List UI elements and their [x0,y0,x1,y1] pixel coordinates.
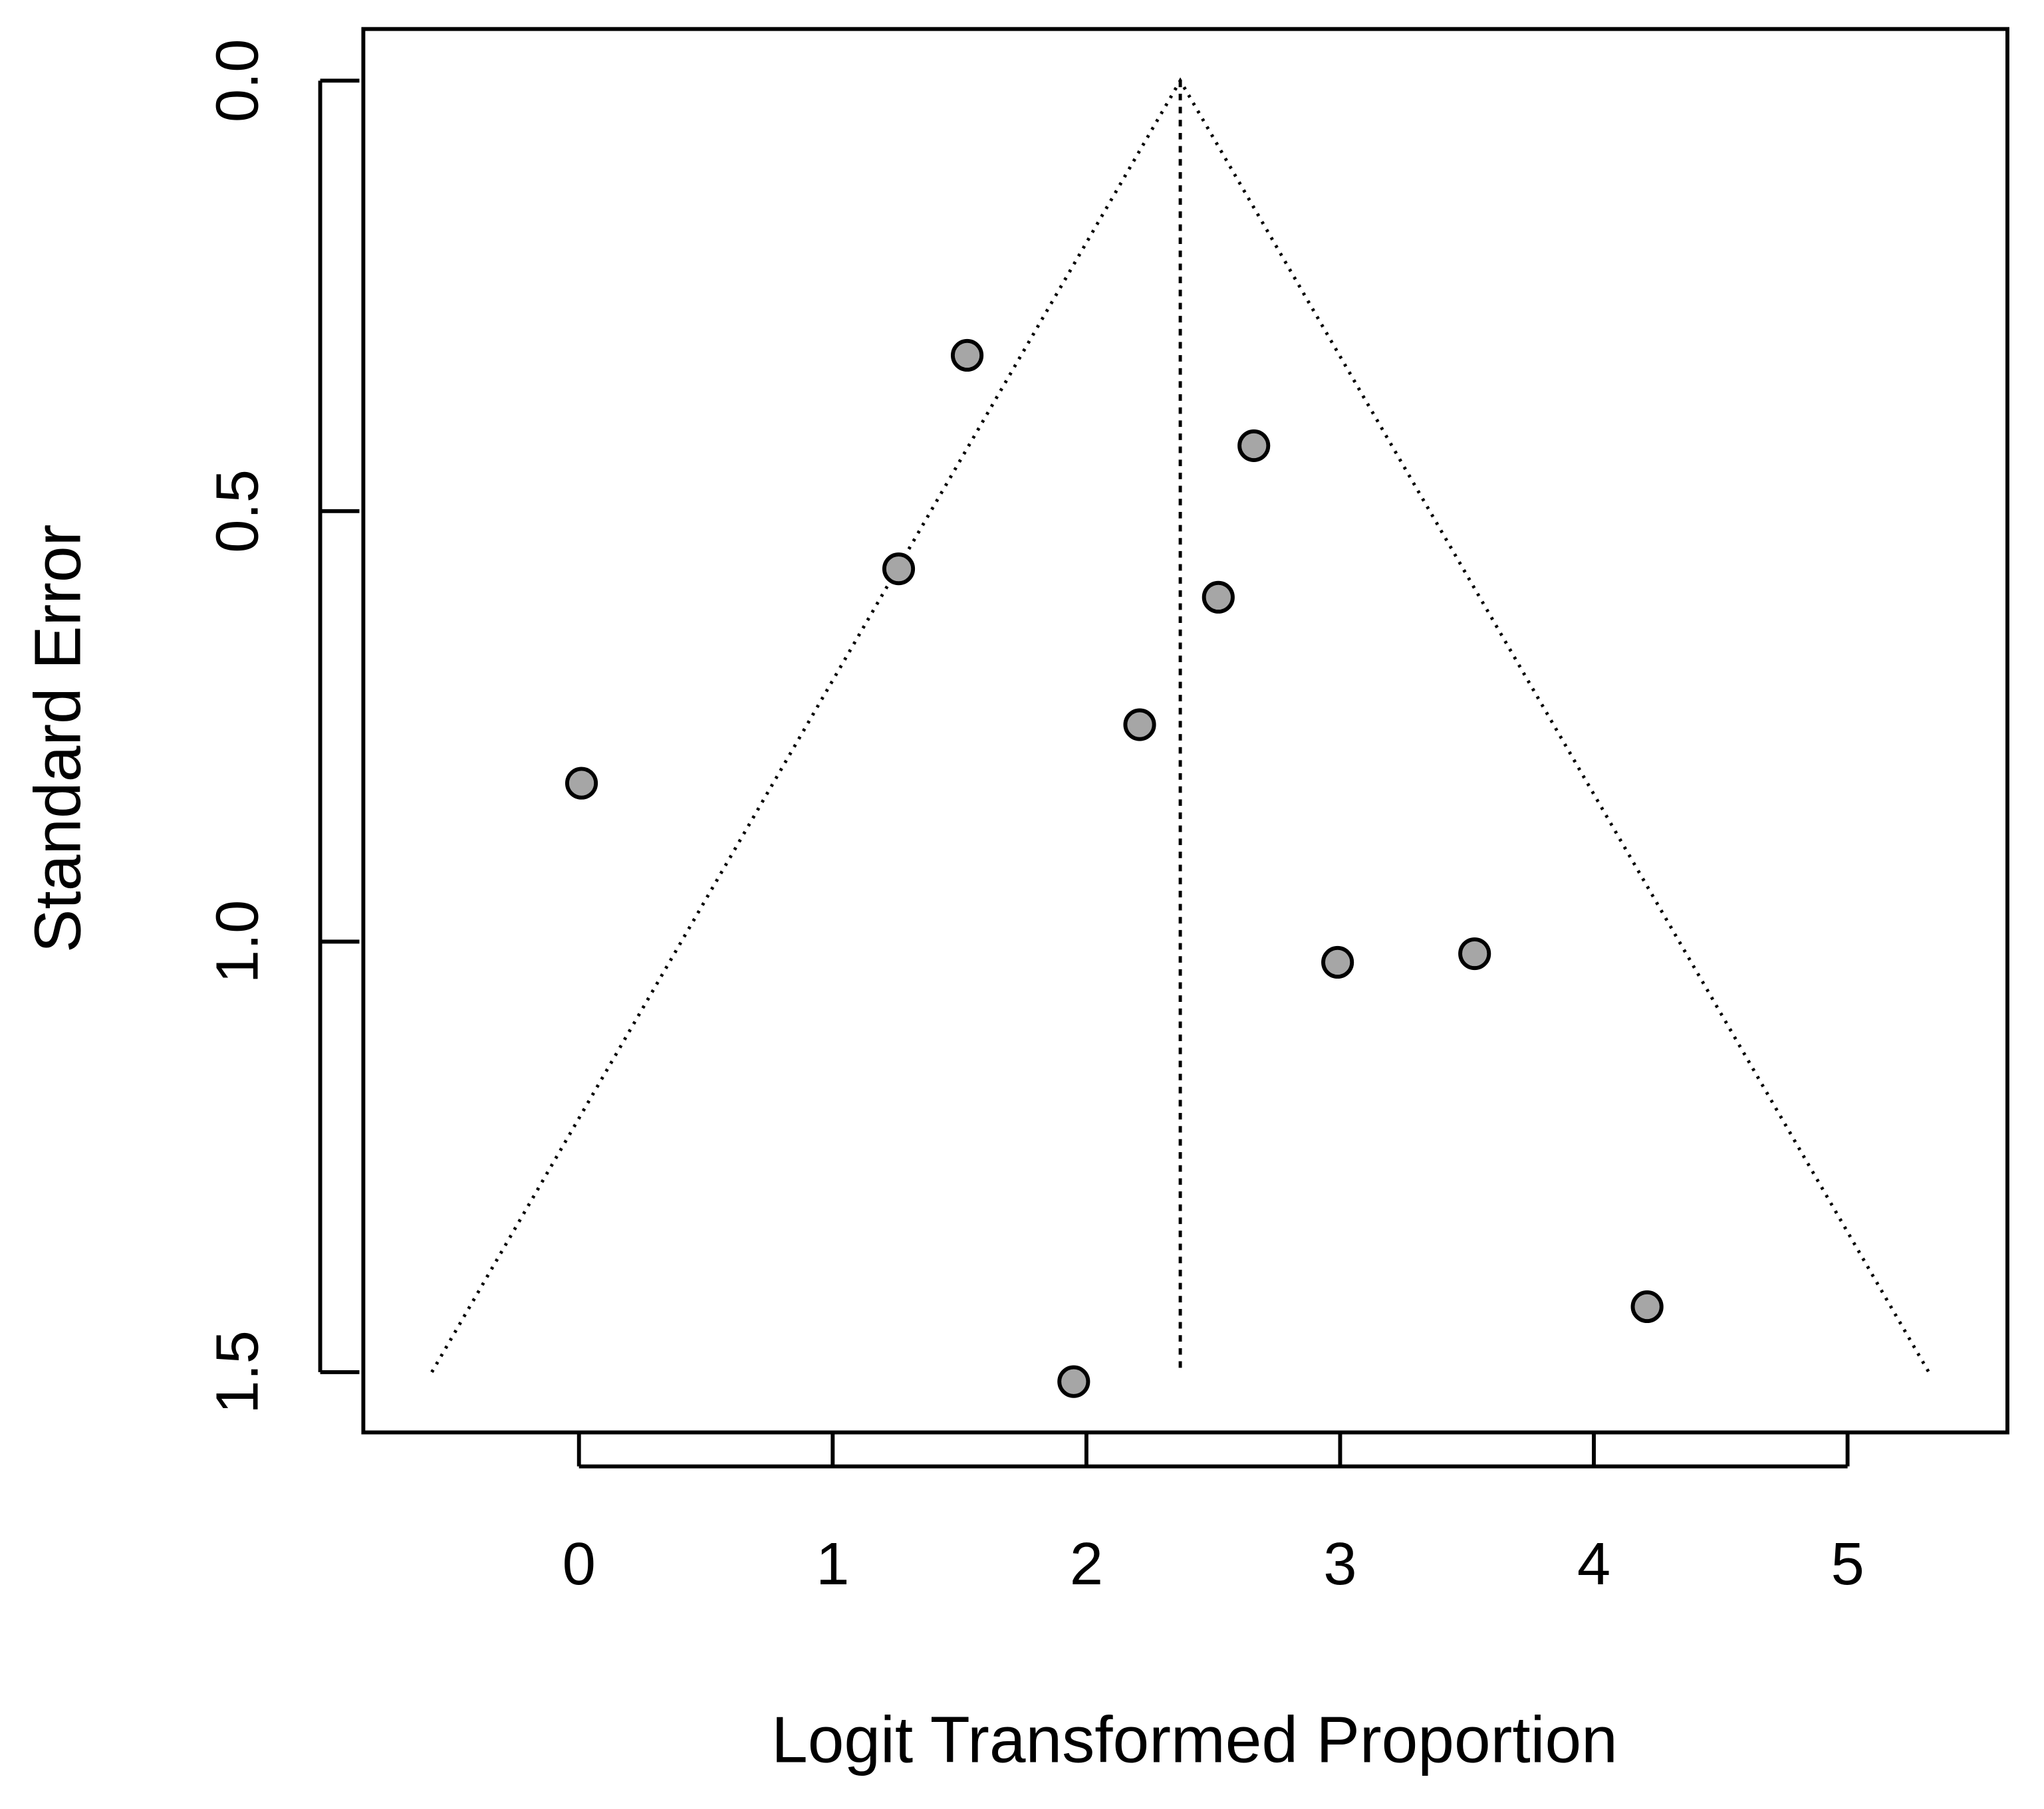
x-tick-label: 1 [816,1530,849,1598]
point [1202,580,1235,614]
x-tick-label: 5 [1831,1530,1864,1598]
point [565,767,598,800]
y-tick-label: 0.0 [203,39,271,122]
y-tick-label: 0.5 [203,469,271,553]
plot-frame [361,27,2009,1435]
x-tick-label: 3 [1323,1530,1356,1598]
x-tick-label: 4 [1577,1530,1610,1598]
point [1458,937,1491,971]
x-axis-title: Logit Transformed Proportion [771,1703,1618,1776]
x-tick-label: 0 [563,1530,596,1598]
point [1057,1365,1090,1398]
y-axis-title: Standard Error [21,525,94,953]
x-tick-label: 2 [1070,1530,1103,1598]
y-tick-label: 1.5 [203,1330,271,1414]
point [882,552,916,586]
point [1321,945,1354,979]
point [950,338,984,372]
point [1630,1290,1664,1324]
y-tick-label: 1.0 [203,900,271,984]
point [1237,429,1271,463]
point [1123,708,1156,741]
